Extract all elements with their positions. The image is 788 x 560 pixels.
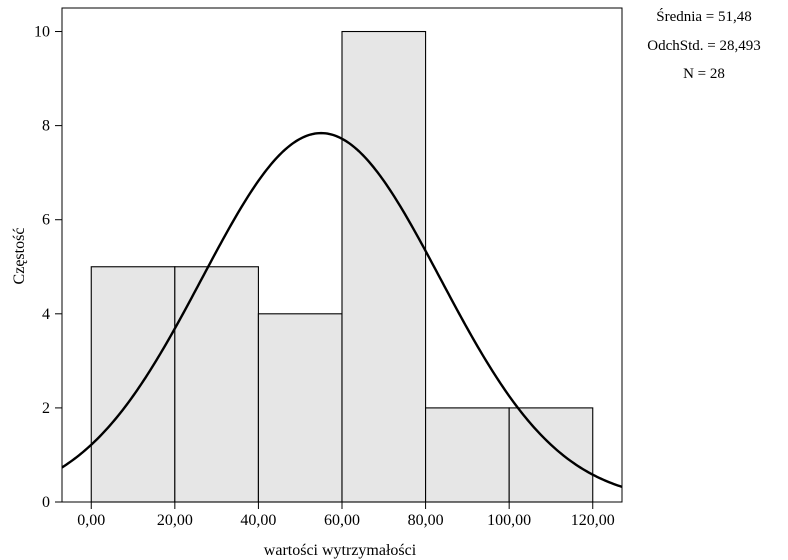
histogram-bar-4 [425,407,510,503]
x-tick-label: 120,00 [571,512,615,529]
y-axis-title: Częstość [11,228,28,285]
x-axis-title: wartości wytrzymałości [264,542,417,559]
bars-layer [90,30,594,503]
x-tick-label: 40,00 [240,512,276,529]
histogram-bar-0 [90,266,176,503]
y-tick-label: 2 [42,400,50,417]
x-tick-label: 80,00 [408,512,444,529]
x-tick-label: 100,00 [487,512,531,529]
stats-std-dev: OdchStd. = 28,493 [647,38,760,54]
histogram-bar-1 [174,266,259,503]
normal-curve [61,131,623,488]
y-tick-label: 6 [42,212,50,229]
histogram-bar-2 [257,313,343,503]
stats-n: N = 28 [683,66,725,82]
normal-curve-layer [61,131,623,488]
x-tick-label: 20,00 [157,512,193,529]
y-tick-label: 8 [42,118,50,135]
histogram-bar-5 [508,407,594,503]
y-tick-label: 4 [42,306,50,323]
stats-mean: Średnia = 51,48 [656,8,752,25]
x-tick-label: 60,00 [324,512,360,529]
y-tick-label: 10 [34,24,50,41]
x-tick-label: 0,00 [77,512,105,529]
x-axis: 0,00 20,00 40,00 60,00 80,00 100,00 120,00 [77,502,615,529]
y-tick-label: 0 [42,494,50,511]
histogram-bar-3 [341,30,427,503]
y-axis: 0 2 4 6 8 10 [34,24,62,511]
